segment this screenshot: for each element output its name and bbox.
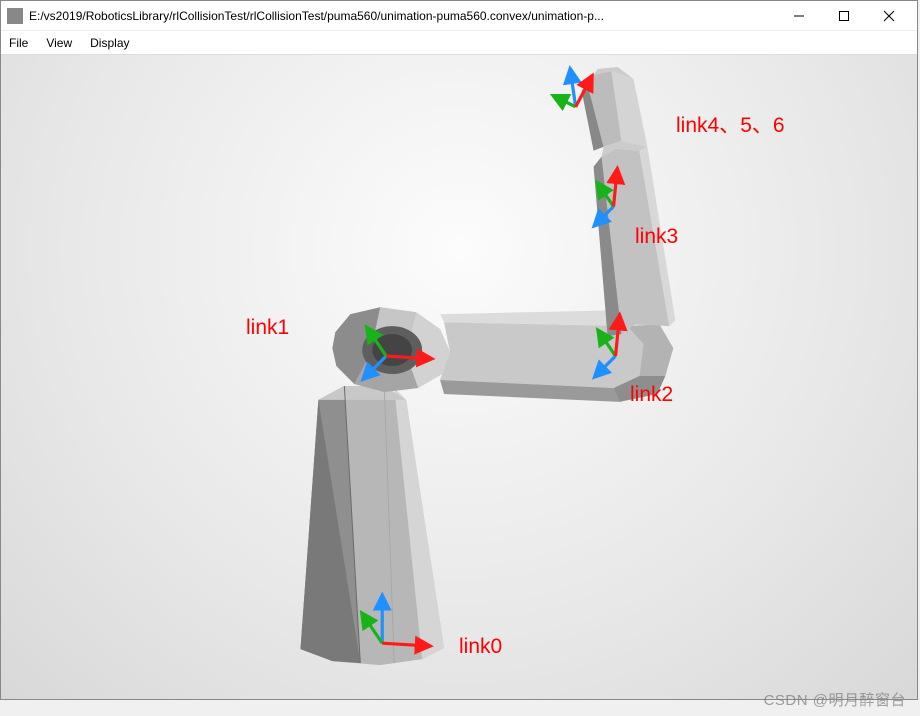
robot-render: [1, 55, 917, 699]
label-link456: link4、5、6: [676, 109, 785, 139]
titlebar: E:/vs2019/RoboticsLibrary/rlCollisionTes…: [1, 1, 917, 31]
label-link1: link1: [246, 316, 289, 340]
label-link3: link3: [635, 225, 678, 249]
close-button[interactable]: [866, 2, 911, 30]
link1-geom: [332, 307, 450, 392]
menu-file[interactable]: File: [9, 36, 28, 50]
menu-view[interactable]: View: [46, 36, 72, 50]
viewport-3d[interactable]: link0 link1 link2 link3 link4、5、6: [1, 55, 917, 699]
app-icon: [7, 8, 23, 24]
label-link2: link2: [630, 383, 673, 407]
link0-geom: [300, 386, 444, 665]
maximize-button[interactable]: [821, 2, 866, 30]
window-controls: [776, 2, 911, 30]
label-link0: link0: [459, 635, 502, 659]
menu-display[interactable]: Display: [90, 36, 129, 50]
app-window: E:/vs2019/RoboticsLibrary/rlCollisionTes…: [0, 0, 918, 700]
menu-bar: File View Display: [1, 31, 917, 55]
watermark: CSDN @明月醉窗台: [764, 689, 906, 710]
minimize-button[interactable]: [776, 2, 821, 30]
window-title: E:/vs2019/RoboticsLibrary/rlCollisionTes…: [29, 9, 776, 23]
